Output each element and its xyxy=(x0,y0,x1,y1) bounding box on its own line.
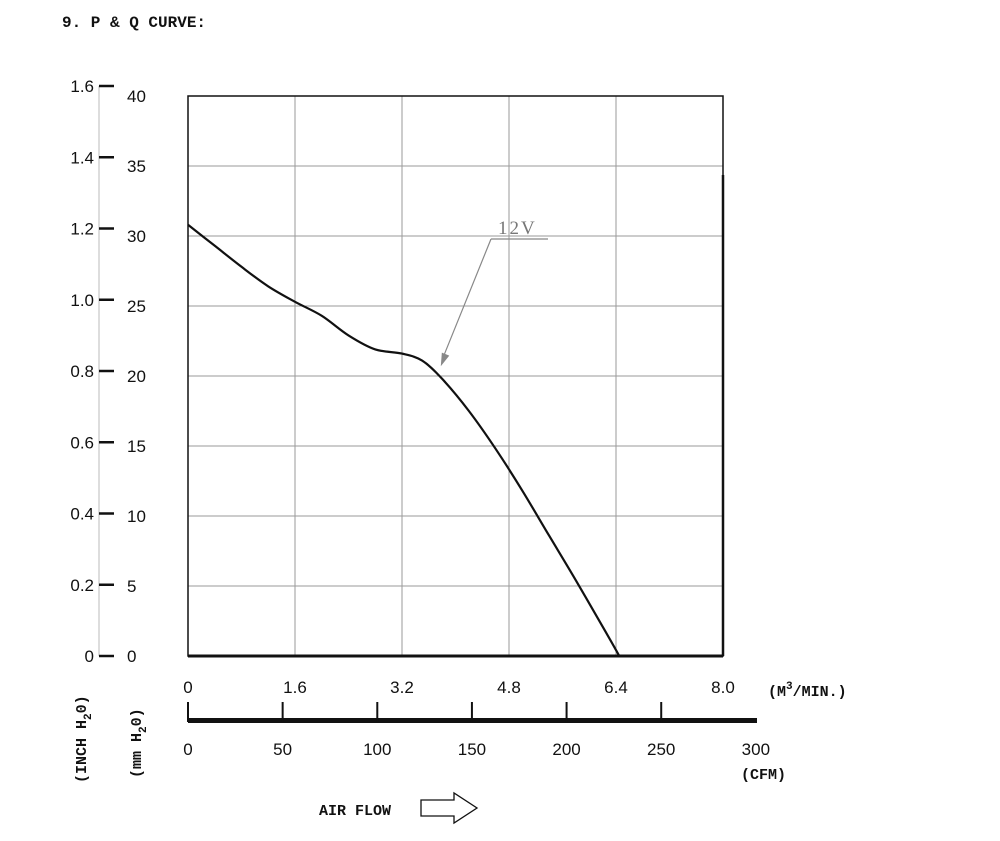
y-mm-tick-label: 15 xyxy=(127,437,146,456)
y-inch-tick-label: 1.4 xyxy=(70,148,94,167)
grid xyxy=(188,96,723,656)
annotation-12v: 12V xyxy=(498,218,537,239)
series-12v-line xyxy=(187,223,621,657)
air-flow-arrow-icon xyxy=(420,791,479,825)
y-mm-tick-label: 10 xyxy=(127,507,146,526)
x-cmm-tick-label: 3.2 xyxy=(390,678,414,697)
x-cmm-tick-label: 8.0 xyxy=(711,678,735,697)
x-cmm-tick-label: 4.8 xyxy=(497,678,521,697)
y-mm-axis-label: (mm H20) xyxy=(129,708,150,778)
y-mm-tick-label: 5 xyxy=(127,577,136,596)
x-cmm-tick-label: 6.4 xyxy=(604,678,628,697)
x-cfm-unit: (CFM) xyxy=(741,767,786,784)
y-mm-tick-label: 25 xyxy=(127,297,146,316)
y-inch-tick-label: 1.0 xyxy=(70,291,94,310)
x-cfm-axis: 0 50 100 150 200 250 300 xyxy=(183,702,770,759)
y-inch-tick-label: 0 xyxy=(85,647,94,666)
x-cfm-tick-label: 50 xyxy=(273,740,292,759)
x-cfm-tick-label: 200 xyxy=(552,740,580,759)
annotation-arrowhead xyxy=(440,352,450,367)
annotation-leader xyxy=(442,238,492,359)
x-cmm-unit: (M3/MIN.) xyxy=(768,681,847,701)
x-cfm-tick-label: 250 xyxy=(647,740,675,759)
x-cmm-tick-label: 1.6 xyxy=(283,678,307,697)
y-inch-axis: 0 0.2 0.4 0.6 0.8 1.0 1.2 1.4 1.6 xyxy=(70,77,114,666)
x-cfm-tick-label: 150 xyxy=(458,740,486,759)
y-inch-tick-label: 0.6 xyxy=(70,433,94,452)
y-inch-tick-label: 0.2 xyxy=(70,576,94,595)
y-mm-tick-label: 20 xyxy=(127,367,146,386)
y-mm-tick-label: 35 xyxy=(127,157,146,176)
x-cmm-tick-label: 0 xyxy=(183,678,192,697)
page-title: 9. P & Q CURVE: xyxy=(62,14,206,32)
y-inch-tick-label: 1.6 xyxy=(70,77,94,96)
air-flow-label: AIR FLOW xyxy=(319,803,391,820)
y-mm-tick-label: 0 xyxy=(127,647,136,666)
y-inch-tick-label: 1.2 xyxy=(70,220,94,239)
y-inch-tick-label: 0.4 xyxy=(70,505,94,524)
x-cmm-axis: 0 1.6 3.2 4.8 6.4 8.0 xyxy=(183,678,735,697)
x-cfm-tick-label: 300 xyxy=(742,740,770,759)
x-cfm-tick-label: 0 xyxy=(183,740,192,759)
x-cfm-tick-label: 100 xyxy=(363,740,391,759)
y-mm-axis: 0 5 10 15 20 25 30 35 40 xyxy=(127,87,146,666)
y-mm-tick-label: 30 xyxy=(127,227,146,246)
y-inch-axis-label: (INCH H20) xyxy=(74,695,95,783)
y-mm-tick-label: 40 xyxy=(127,87,146,106)
y-inch-tick-label: 0.8 xyxy=(70,362,94,381)
